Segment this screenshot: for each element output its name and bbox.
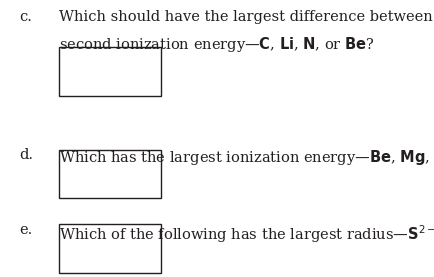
Bar (59, 224, 161, 273)
Bar (59, 47, 161, 96)
Text: second ionization energy—$\mathbf{C}$, $\mathbf{Li}$, $\mathbf{N}$, or $\mathbf{: second ionization energy—$\mathbf{C}$, $… (59, 35, 374, 54)
Text: c.: c. (20, 10, 33, 24)
Text: d.: d. (20, 148, 33, 162)
Bar (59, 150, 161, 198)
Text: Which has the largest ionization energy—$\mathbf{Be}$, $\mathbf{Mg}$, or $\mathb: Which has the largest ionization energy—… (59, 148, 434, 167)
Text: e.: e. (20, 223, 33, 237)
Text: Which should have the largest difference between the first and: Which should have the largest difference… (59, 10, 434, 24)
Text: Which of the following has the largest radius—$\mathbf{S}^{2-}$, $\mathbf{Cl}^{-: Which of the following has the largest r… (59, 223, 434, 245)
